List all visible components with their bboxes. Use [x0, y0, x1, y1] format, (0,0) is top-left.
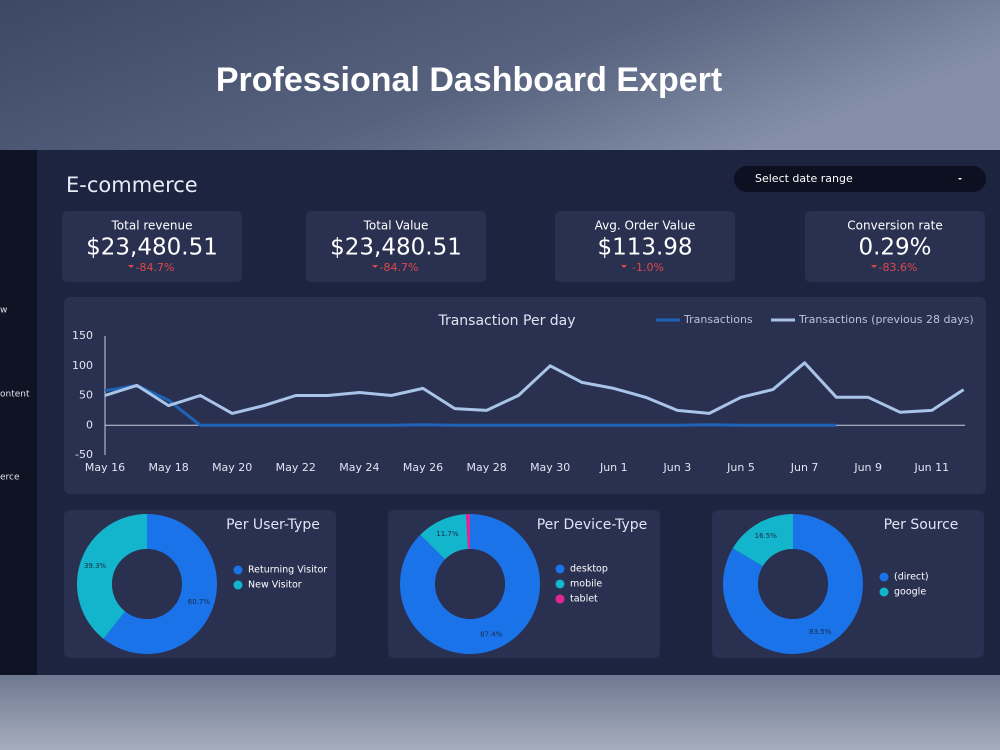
y-tick-label: 50	[79, 389, 93, 402]
slice-label: 11.7%	[436, 530, 459, 538]
legend-swatch	[233, 580, 243, 590]
legend-label: (direct)	[894, 572, 929, 583]
x-tick-label: Jun 9	[853, 461, 882, 474]
kpi-label: Total Value	[363, 219, 429, 233]
chart-title: Per User-Type	[226, 517, 320, 533]
donut-slice	[400, 514, 540, 654]
y-tick-label: -50	[75, 448, 93, 461]
donut-slice	[732, 514, 793, 567]
down-arrow	[128, 262, 134, 268]
legend-swatch	[879, 587, 889, 597]
donut-hole	[758, 549, 828, 619]
kpi-value: $23,480.51	[86, 235, 218, 261]
x-tick-label: Jun 11	[913, 461, 949, 474]
sidebar	[0, 150, 37, 675]
donut-slice	[466, 514, 470, 550]
x-tick-label: May 26	[403, 461, 443, 474]
donut-hole	[435, 549, 505, 619]
y-tick-label: 0	[86, 418, 93, 431]
legend-label: google	[894, 587, 926, 598]
legend-label: Returning Visitor	[248, 565, 327, 576]
kpi-value: 0.29%	[858, 235, 931, 261]
background	[0, 675, 1000, 750]
x-tick-label: May 24	[339, 461, 379, 474]
kpi-card	[62, 211, 242, 282]
legend-swatch	[555, 579, 565, 589]
date-picker-label[interactable]: Select date range	[755, 172, 853, 185]
legend-swatch	[879, 572, 889, 582]
page-title: Professional Dashboard Expert	[216, 61, 722, 99]
x-tick-label: Jun 5	[726, 461, 755, 474]
kpi-card	[306, 211, 486, 282]
x-tick-label: May 28	[466, 461, 506, 474]
legend-label: desktop	[570, 564, 608, 575]
down-arrow	[871, 262, 877, 268]
background	[0, 0, 1000, 150]
legend-label: Transactions (previous 28 days)	[798, 313, 974, 326]
slice-label: 83.5%	[809, 628, 832, 636]
chart-title: Transaction Per day	[437, 313, 575, 329]
donut-hole	[112, 549, 182, 619]
donut-slice	[723, 514, 864, 654]
down-arrow	[621, 262, 627, 268]
sidebar-item[interactable]: w	[0, 306, 7, 316]
x-tick-label: May 20	[212, 461, 252, 474]
x-tick-label: May 16	[85, 461, 125, 474]
donut-slice	[77, 514, 147, 639]
legend-swatch	[233, 565, 243, 575]
legend-label: tablet	[570, 594, 598, 605]
legend-swatch	[555, 594, 565, 604]
date-picker[interactable]	[734, 166, 986, 192]
slice-label: 16.5%	[755, 532, 778, 540]
legend-label: New Visitor	[248, 580, 302, 591]
dropdown-icon	[958, 178, 962, 180]
donut-slice	[103, 514, 218, 654]
chart-title: Per Source	[884, 517, 959, 533]
y-tick-label: 150	[72, 329, 93, 342]
kpi-value: $113.98	[597, 235, 692, 261]
slice-label: 87.4%	[480, 631, 503, 639]
y-tick-label: 100	[72, 359, 93, 372]
dashboard-title: E-commerce	[66, 173, 198, 197]
x-tick-label: Jun 1	[599, 461, 628, 474]
sidebar-item[interactable]: ontent	[0, 390, 30, 400]
donut-slice	[420, 514, 469, 560]
kpi-label: Avg. Order Value	[595, 219, 696, 233]
kpi-change: -84.7%	[136, 261, 175, 274]
kpi-change: -83.6%	[879, 261, 918, 274]
down-arrow	[372, 262, 378, 268]
x-tick-label: May 18	[148, 461, 188, 474]
kpi-label: Conversion rate	[847, 219, 942, 233]
slice-label: 39.3%	[84, 562, 107, 570]
chart-title: Per Device-Type	[537, 517, 648, 533]
x-tick-label: May 30	[530, 461, 570, 474]
kpi-card	[555, 211, 735, 282]
kpi-card	[805, 211, 985, 282]
x-tick-label: Jun 3	[663, 461, 692, 474]
kpi-label: Total revenue	[111, 219, 193, 233]
chart-card	[64, 297, 986, 494]
line-series	[104, 383, 837, 427]
line-series	[104, 361, 965, 415]
slice-label: 60.7%	[188, 598, 211, 606]
legend-swatch	[555, 564, 565, 574]
legend-label: mobile	[570, 579, 602, 590]
kpi-change: -84.7%	[380, 261, 419, 274]
kpi-change: -1.0%	[632, 261, 664, 274]
kpi-value: $23,480.51	[330, 235, 462, 261]
sidebar-item[interactable]: erce	[0, 473, 20, 483]
x-tick-label: May 22	[276, 461, 316, 474]
legend-label: Transactions	[683, 313, 753, 326]
x-tick-label: Jun 7	[790, 461, 819, 474]
